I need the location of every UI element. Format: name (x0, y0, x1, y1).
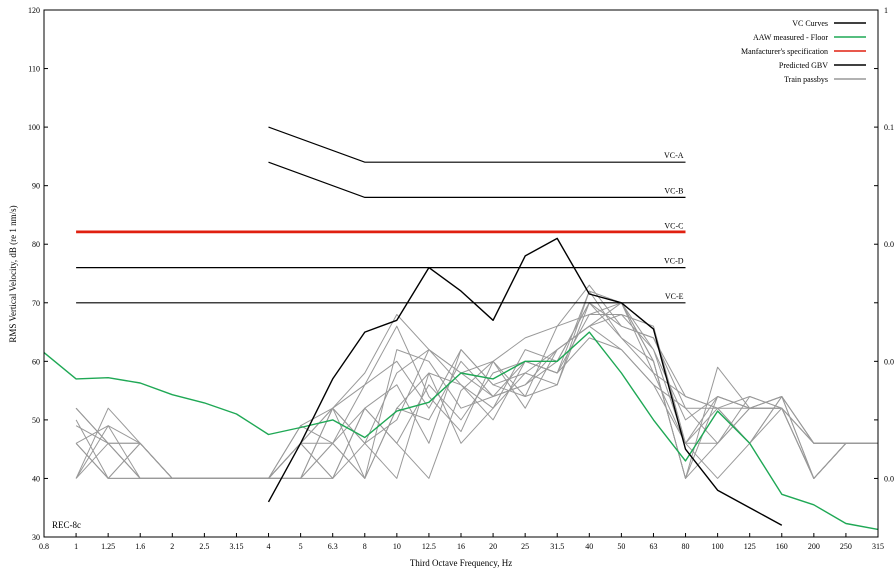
x-tick-label: 10 (393, 542, 401, 551)
x-tick-label: 200 (808, 542, 820, 551)
y-tick-label: 100 (28, 123, 40, 132)
x-tick-label: 20 (489, 542, 497, 551)
y-tick-label: 90 (32, 182, 40, 191)
x-tick-label: 3.15 (229, 542, 243, 551)
vc-label: VC-D (664, 257, 684, 266)
vc-label: VC-E (665, 292, 684, 301)
right-axis-tick-label: 0.0 (884, 474, 894, 483)
x-tick-label: 12.5 (422, 542, 436, 551)
x-tick-label: 1 (74, 542, 78, 551)
right-axis-tick-label: 0.0 (884, 357, 894, 366)
right-axis-tick-label: 0.1 (884, 123, 894, 132)
legend-label: AAW measured - Floor (753, 33, 828, 42)
y-tick-label: 30 (32, 533, 40, 542)
x-tick-label: 100 (712, 542, 724, 551)
x-axis-label: Third Octave Frequency, Hz (410, 558, 512, 568)
x-tick-label: 2 (170, 542, 174, 551)
x-tick-label: 1.25 (101, 542, 115, 551)
x-tick-label: 80 (682, 542, 690, 551)
x-tick-label: 25 (521, 542, 529, 551)
x-tick-label: 2.5 (199, 542, 209, 551)
y-tick-label: 40 (32, 474, 40, 483)
x-tick-label: 6.3 (328, 542, 338, 551)
legend-label: VC Curves (792, 19, 828, 28)
x-tick-label: 50 (617, 542, 625, 551)
predicted-gbv-line (267, 237, 783, 526)
x-tick-label: 250 (840, 542, 852, 551)
legend-background (693, 16, 871, 90)
axes: 0.8 1 1.25 1.6 2 2.5 3.15 4 5 6.3 8 10 12.5 16 20 25 31.… (28, 6, 894, 551)
y-axis-label: RMS Vertical Velocity, dB (re 1 nm/s) (8, 205, 18, 342)
x-tick-label: 63 (649, 542, 657, 551)
vc-curve-vc-a (268, 126, 686, 163)
legend-label: Manfacturer's specification (741, 47, 828, 56)
vc-label: VC-C (664, 222, 683, 231)
legend: VC Curves AAW measured - Floor Manfacturer… (693, 16, 871, 90)
x-tick-label: 0.8 (39, 542, 49, 551)
legend-label: Train passbys (784, 75, 828, 84)
plot-series (43, 230, 879, 531)
y-tick-label: 70 (32, 299, 40, 308)
vc-label: VC-A (664, 151, 684, 160)
x-tick-label: 8 (363, 542, 367, 551)
vc-label: VC-B (664, 186, 683, 195)
x-tick-label: 125 (744, 542, 756, 551)
legend-label: Predicted GBV (779, 61, 828, 70)
y-tick-label: 50 (32, 416, 40, 425)
x-tick-label: 4 (267, 542, 271, 551)
vc-curves: VC-A VC-B VC-C VC-D VC-E (76, 126, 686, 304)
x-tick-label: 16 (457, 542, 465, 551)
y-tick-label: 60 (32, 357, 40, 366)
vc-curve-vc-b (268, 161, 686, 198)
x-tick-label: 315 (872, 542, 884, 551)
right-axis-tick-label: 1 (884, 6, 888, 15)
y-tick-label: 110 (28, 65, 40, 74)
aaw-measured-floor-line (43, 331, 879, 531)
x-tick-label: 5 (299, 542, 303, 551)
chart-annotation: REC-8c (52, 520, 81, 530)
x-tick-label: 1.6 (135, 542, 145, 551)
right-axis-tick-label: 0.0 (884, 240, 894, 249)
x-tick-label: 31.5 (550, 542, 564, 551)
x-tick-label: 40 (585, 542, 593, 551)
x-tick-label: 160 (776, 542, 788, 551)
y-tick-label: 120 (28, 6, 40, 15)
y-tick-label: 80 (32, 240, 40, 249)
